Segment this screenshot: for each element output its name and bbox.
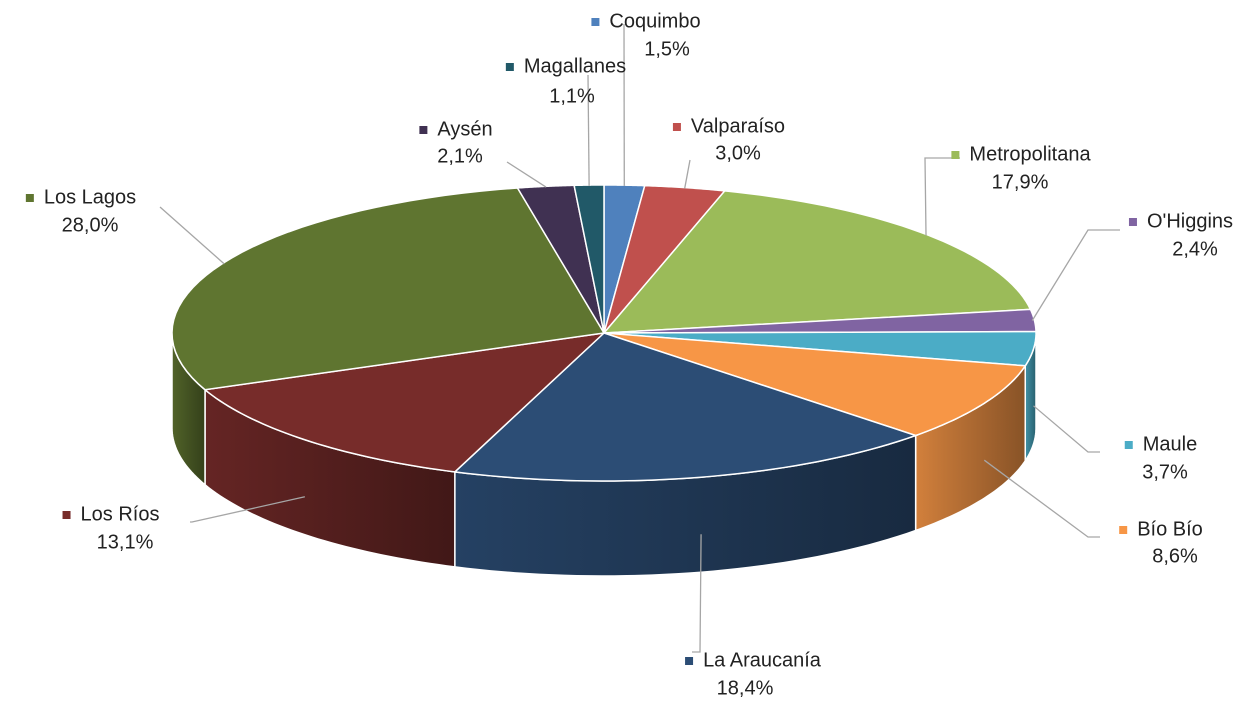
slice xyxy=(603,330,1037,367)
legend-marker xyxy=(62,511,71,519)
slice xyxy=(516,184,605,334)
leader-line xyxy=(692,534,702,653)
slice-label: Coquimbo xyxy=(609,10,700,32)
leader-line xyxy=(506,161,547,188)
slice-label: Maule xyxy=(1143,433,1197,455)
value-label: 28,0% xyxy=(62,214,119,236)
value-label: 2,4% xyxy=(1172,238,1218,260)
slice-label: La Araucanía xyxy=(703,649,822,671)
leader-line xyxy=(190,496,305,523)
legend-marker xyxy=(419,126,428,134)
slice-label: Metropolitana xyxy=(969,143,1091,165)
value-label: 1,1% xyxy=(549,85,595,107)
slice-label: O'Higgins xyxy=(1147,210,1233,232)
slice xyxy=(603,332,1027,437)
slice xyxy=(603,308,1037,334)
slice xyxy=(204,331,607,473)
slice-label: Magallanes xyxy=(524,55,626,77)
legend-marker xyxy=(685,657,694,665)
legend-marker xyxy=(951,151,960,159)
slice xyxy=(602,190,1032,334)
slice-label: Bío Bío xyxy=(1137,518,1203,540)
legend-marker xyxy=(505,63,514,71)
leader-line xyxy=(159,206,225,265)
value-label: 8,6% xyxy=(1152,545,1198,567)
leader-line xyxy=(684,159,691,189)
value-label: 13,1% xyxy=(97,531,154,553)
leader-line xyxy=(587,74,590,186)
leader-line xyxy=(1033,405,1100,453)
value-label: 2,1% xyxy=(437,145,483,167)
value-label: 1,5% xyxy=(644,38,690,60)
slice-label: Los Ríos xyxy=(81,503,160,525)
value-label: 17,9% xyxy=(992,171,1049,193)
legend-marker xyxy=(1124,441,1133,449)
slice-label: Valparaíso xyxy=(691,115,785,137)
slice xyxy=(453,332,919,482)
slice xyxy=(603,184,726,334)
legend-marker xyxy=(672,123,681,131)
leader-line xyxy=(983,459,1100,538)
legend-marker xyxy=(25,194,34,202)
legend-marker xyxy=(591,18,600,26)
legend-marker xyxy=(1119,526,1128,534)
slice-label: Aysén xyxy=(437,118,492,140)
value-label: 3,0% xyxy=(715,142,761,164)
slice xyxy=(171,187,606,391)
leader-line xyxy=(924,157,960,236)
value-label: 18,4% xyxy=(717,677,774,699)
leader-line xyxy=(1031,229,1120,321)
slice-label: Los Lagos xyxy=(44,186,136,208)
value-label: 3,7% xyxy=(1142,461,1188,483)
legend-marker xyxy=(1128,218,1137,226)
